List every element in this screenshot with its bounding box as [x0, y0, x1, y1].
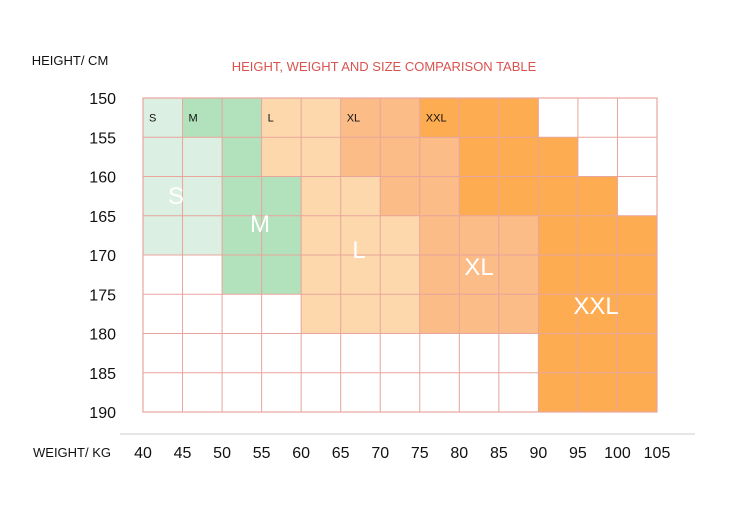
- y-tick-label: 150: [89, 91, 116, 108]
- y-tick-label: 160: [89, 170, 116, 187]
- size-region-m: [261, 176, 302, 295]
- size-label-m: M: [250, 211, 270, 238]
- x-tick-label: 60: [292, 445, 310, 462]
- size-region-xl: [498, 215, 539, 334]
- y-tick-label: 165: [89, 209, 116, 226]
- x-tick-label: 65: [332, 445, 350, 462]
- header-band-s: [143, 98, 183, 138]
- size-label-xxl: XXL: [573, 293, 618, 320]
- x-tick-label: 90: [529, 445, 547, 462]
- size-region-xl: [340, 137, 381, 177]
- x-tick-label: 70: [371, 445, 389, 462]
- size-label-s: S: [168, 183, 184, 210]
- size-label-layer: S M L XL XXL S M L XL XXL: [149, 113, 619, 320]
- x-tick-label: 40: [134, 445, 152, 462]
- header-band-xxl: [419, 98, 539, 138]
- chart-title: HEIGHT, WEIGHT AND SIZE COMPARISON TABLE: [232, 59, 537, 74]
- y-tick-label: 155: [89, 130, 116, 147]
- x-tick-label: 95: [569, 445, 587, 462]
- x-tick-label: 100: [604, 445, 631, 462]
- x-tick-label: 50: [213, 445, 231, 462]
- y-tick-label: 180: [89, 327, 116, 344]
- x-tick-label: 55: [253, 445, 271, 462]
- y-tick-layer: 150 155 160 165 170 175 180 185 190: [89, 91, 116, 422]
- y-axis-label: HEIGHT/ CM: [32, 53, 109, 68]
- header-label-s: S: [149, 113, 156, 125]
- header-label-xl: XL: [347, 113, 360, 125]
- x-tick-label: 75: [411, 445, 429, 462]
- size-region-xxl: [538, 137, 578, 412]
- size-region-xxl: [617, 215, 657, 412]
- size-region-l: [380, 215, 420, 334]
- x-tick-label: 105: [644, 445, 671, 462]
- x-tick-label: 45: [174, 445, 192, 462]
- y-tick-label: 170: [89, 248, 116, 265]
- x-tick-layer: 40 45 50 55 60 65 70 75 80 85 90 95 100 105: [134, 445, 670, 462]
- size-label-xl: XL: [464, 254, 493, 281]
- y-tick-label: 190: [89, 405, 116, 422]
- header-label-m: M: [189, 113, 198, 125]
- y-tick-label: 185: [89, 366, 116, 383]
- header-label-xxl: XXL: [426, 113, 447, 125]
- size-region-xxl: [498, 176, 539, 216]
- x-tick-label: 85: [490, 445, 508, 462]
- grid-layer: [142, 97, 658, 413]
- size-region-xl: [419, 215, 460, 334]
- y-tick-label: 175: [89, 287, 116, 304]
- x-tick-label: 80: [450, 445, 468, 462]
- plot-border: [142, 97, 658, 413]
- header-label-l: L: [268, 113, 274, 125]
- size-label-l: L: [352, 237, 365, 264]
- x-axis-label: WEIGHT/ KG: [33, 445, 111, 460]
